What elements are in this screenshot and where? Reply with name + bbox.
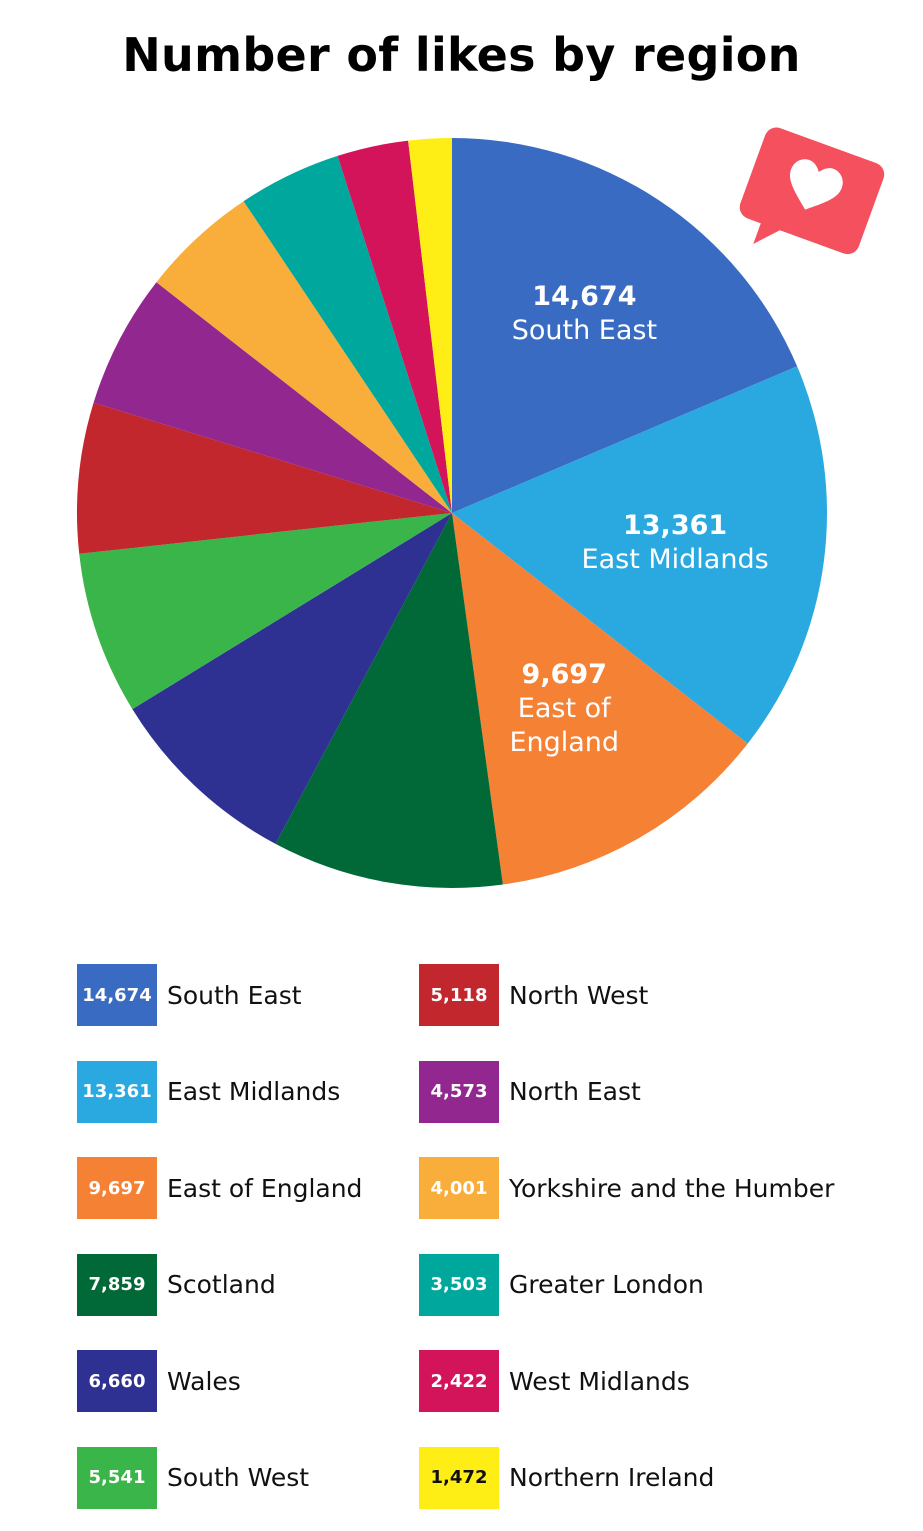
legend-label: Northern Ireland <box>509 1463 715 1492</box>
slice-name-label: East of <box>518 693 612 724</box>
legend-swatch: 4,573 <box>419 1060 499 1123</box>
pie-chart: 14,674 South East 13,361 East Midlands 9,697… <box>77 138 827 888</box>
pie-slice-east-of-england <box>452 513 748 885</box>
slice-name-label: East Midlands <box>582 544 769 575</box>
legend-label: East Midlands <box>167 1077 341 1106</box>
legend-label: North East <box>509 1077 641 1106</box>
legend-label: Yorkshire and the Humber <box>509 1173 835 1203</box>
pie-slice-northern-ireland <box>408 138 452 513</box>
pie-slice-north-west <box>77 402 452 554</box>
legend-swatch: 2,422 <box>419 1350 499 1412</box>
legend-swatch: 1,472 <box>419 1446 499 1509</box>
slice-label: 14,674 South East <box>512 281 657 346</box>
legend-swatch: 4,001 <box>419 1157 499 1219</box>
pie-slice-south-east <box>452 138 798 513</box>
legend-label: South West <box>167 1463 310 1492</box>
legend-swatch: 3,503 <box>419 1253 499 1316</box>
legend-item: 4,573 North East <box>419 1060 641 1123</box>
legend-swatch: 13,361 <box>77 1060 157 1123</box>
legend-item: 4,001 Yorkshire and the Humber <box>419 1157 834 1219</box>
slice-value-label: 14,674 <box>532 281 636 312</box>
legend-item: 9,697 East of England <box>77 1157 362 1219</box>
pie-slice-north-east <box>93 282 452 513</box>
legend-item: 2,422 West Midlands <box>419 1350 690 1412</box>
pie-slice-scotland <box>275 513 503 888</box>
slice-name-label: England <box>509 727 619 758</box>
legend-label: West Midlands <box>509 1366 690 1396</box>
pie-slice-east-midlands <box>452 366 827 744</box>
legend-label: North West <box>509 980 649 1010</box>
like-notification-icon <box>739 127 885 255</box>
legend-swatch: 5,118 <box>419 964 499 1026</box>
pie-slice-south-west <box>79 513 452 710</box>
legend-label: East of England <box>167 1173 363 1203</box>
legend-label: Greater London <box>509 1270 704 1299</box>
pie-slice-wales <box>132 513 453 844</box>
slice-label: 13,361 East Midlands <box>582 510 769 575</box>
pie-slice-yorkshire-and-the-humber <box>156 201 452 513</box>
legend-label: Scotland <box>167 1270 276 1299</box>
legend-label: Wales <box>167 1366 241 1396</box>
legend-swatch: 6,660 <box>77 1350 157 1412</box>
legend-label: South East <box>167 980 302 1010</box>
legend-item: 14,674 South East <box>77 964 302 1026</box>
legend-swatch: 5,541 <box>77 1446 157 1509</box>
legend-item: 3,503 Greater London <box>419 1253 704 1316</box>
pie-slice-west-midlands <box>337 140 452 513</box>
legend-swatch: 9,697 <box>77 1157 157 1219</box>
chart-title: Number of likes by region <box>122 28 801 82</box>
legend-item: 7,859 Scotland <box>77 1253 276 1316</box>
legend-swatch: 7,859 <box>77 1253 157 1316</box>
legend-item: 5,541 South West <box>77 1446 310 1509</box>
heart-icon <box>790 159 843 210</box>
legend-item: 13,361 East Midlands <box>77 1060 341 1123</box>
slice-value-label: 9,697 <box>522 659 607 690</box>
legend-item: 1,472 Northern Ireland <box>419 1446 715 1509</box>
slice-name-label: South East <box>512 315 657 346</box>
legend-item: 5,118 North West <box>419 964 648 1026</box>
pie-slice-greater-london <box>243 155 452 513</box>
legend-item: 6,660 Wales <box>77 1350 241 1412</box>
slice-value-label: 13,361 <box>623 510 727 541</box>
slice-label: 9,697 East of England <box>509 659 619 758</box>
legend-swatch: 14,674 <box>77 964 157 1026</box>
